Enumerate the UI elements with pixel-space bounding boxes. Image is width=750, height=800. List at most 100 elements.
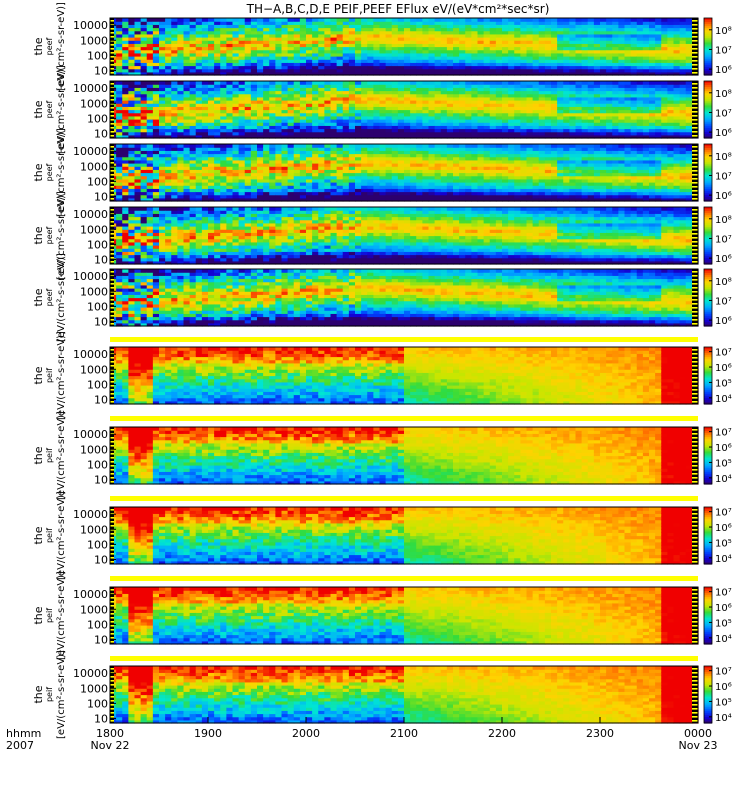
panel-frame [109,506,699,565]
y-tick-label: 1000 [80,97,108,110]
x-tick-label: 2200 [488,727,516,740]
panel-ylabel-unit: [eV/(cm²-s-sr-eV)] [56,65,67,154]
y-tick-label: 1000 [80,603,108,616]
heatmap-cells [110,507,699,565]
y-tick-label: 10000 [73,588,108,601]
panel-frame [109,206,699,265]
y-tick-label: 1000 [80,160,108,173]
panel-10: 10000 1000 100 10 the peif [eV/(cm²-s-sr-eV)] 1… [32,650,732,739]
panel-9: 10000 1000 100 10 the peif [eV/(cm²-s-sr-eV)] 1… [32,571,732,660]
colorbar: 10⁸ 10⁷ 10⁶ [703,17,732,76]
panel-ylabel-unit: [eV/(cm²-s-sr-eV)] [56,650,67,739]
panel-ylabel: the [32,37,45,55]
panel-frame [109,17,699,76]
y-tick-label: 100 [87,697,108,710]
y-tick-label: 1000 [80,523,108,536]
y-tick-label: 10000 [73,508,108,521]
heatmap-cells [110,666,699,724]
panel-ylabel: the [32,366,45,384]
y-tick-label: 100 [87,112,108,125]
colorbar-tick-label: 10⁷ [715,171,732,182]
colorbar-tick-label: 10⁸ [715,152,732,163]
x-date-start: Nov 22 [91,739,130,752]
panel-ylabel-unit: [eV/(cm²-s-sr-eV)] [56,491,67,580]
y-tick-label: 10 [94,553,108,566]
panel-ylabel-sub: peif [45,368,54,383]
colorbar-tick-label: 10⁶ [715,603,732,614]
colorbar-tick-label: 10⁷ [715,108,732,119]
y-tick-label: 10 [94,633,108,646]
colorbar-tick-label: 10⁶ [715,65,732,76]
data-gap-bar [110,576,698,581]
panel-frame [109,80,699,139]
x-corner-unit: hhmm [6,727,41,740]
colorbar-tick-label: 10⁵ [715,378,732,389]
colorbar-tick-label: 10⁶ [715,316,732,327]
heatmap-cells [110,18,699,76]
heatmap-cells [110,144,699,202]
colorbar-tick-label: 10⁸ [715,26,732,37]
colorbar-tick-label: 10⁶ [715,128,732,139]
panel-ylabel-unit: [eV/(cm²-s-sr-eV)] [56,191,67,280]
colorbar-tick-label: 10⁷ [715,428,732,439]
colorbar-tick-label: 10⁴ [715,634,732,645]
panel-3: 10000 1000 100 10 the peef [eV/(cm²-s-sr-eV)] 1… [32,128,732,217]
heatmap-cells [110,81,699,139]
panel-ylabel-sub: peif [45,528,54,543]
x-tick-label: 1800 [96,727,124,740]
y-tick-label: 10000 [73,667,108,680]
panel-ylabel-sub: peef [45,163,54,181]
y-tick-label: 10000 [73,348,108,361]
colorbar-tick-label: 10⁴ [715,474,732,485]
y-tick-label: 100 [87,300,108,313]
colorbar-tick-label: 10⁵ [715,697,732,708]
colorbar-tick-label: 10⁷ [715,588,732,599]
time-axis: 1800 1900 2000 2100 2200 2300 0000 Nov 22 Nov 23… [6,717,717,752]
colorbar-tick-label: 10⁵ [715,618,732,629]
panel-ylabel: the [32,526,45,544]
heatmap-cells [110,347,699,405]
x-tick-label: 0000 [684,727,712,740]
panel-frame [109,143,699,202]
panel-ylabel: the [32,685,45,703]
colorbar-tick-label: 10⁷ [715,508,732,519]
x-tick-label: 1900 [194,727,222,740]
y-tick-label: 10000 [73,270,108,283]
panel-ylabel: the [32,446,45,464]
panel-ylabel-sub: peef [45,100,54,118]
data-gap-bar [110,416,698,421]
y-tick-label: 10 [94,64,108,77]
panel-ylabel-unit: [eV/(cm²-s-sr-eV)] [56,128,67,217]
x-tick-label: 2100 [390,727,418,740]
colorbar-tick-label: 10⁴ [715,554,732,565]
panel-ylabel-unit: [eV/(cm²-s-sr-eV)] [56,411,67,500]
colorbar-tick-label: 10⁶ [715,682,732,693]
panel-ylabel: the [32,226,45,244]
x-date-end: Nov 23 [679,739,718,752]
colorbar: 10⁷ 10⁶ 10⁵ 10⁴ [703,665,732,724]
colorbar-tick-label: 10⁶ [715,254,732,265]
y-tick-label: 100 [87,378,108,391]
colorbar: 10⁸ 10⁷ 10⁶ [703,143,732,202]
colorbar: 10⁷ 10⁶ 10⁵ 10⁴ [703,586,732,645]
colorbar-tick-label: 10⁷ [715,234,732,245]
panel-ylabel: the [32,606,45,624]
x-corner-year: 2007 [6,739,34,752]
y-tick-label: 10 [94,190,108,203]
x-tick-label: 2300 [586,727,614,740]
colorbar-tick-label: 10⁷ [715,348,732,359]
data-gap-bar [110,496,698,501]
colorbar: 10⁸ 10⁷ 10⁶ [703,80,732,139]
panel-frame [109,586,699,645]
panel-2: 10000 1000 100 10 the peef [eV/(cm²-s-sr-eV)] 1… [32,65,732,154]
panel-8: 10000 1000 100 10 the peif [eV/(cm²-s-sr-eV)] 1… [32,491,732,580]
colorbar-tick-label: 10⁵ [715,538,732,549]
heatmap-cells [110,587,699,645]
panel-7: 10000 1000 100 10 the peif [eV/(cm²-s-sr-eV)] 1… [32,411,732,500]
y-tick-label: 10 [94,712,108,725]
colorbar: 10⁸ 10⁷ 10⁶ [703,268,732,327]
heatmap-cells [110,207,699,265]
panel-ylabel: the [32,288,45,306]
panel-ylabel-sub: peif [45,448,54,463]
